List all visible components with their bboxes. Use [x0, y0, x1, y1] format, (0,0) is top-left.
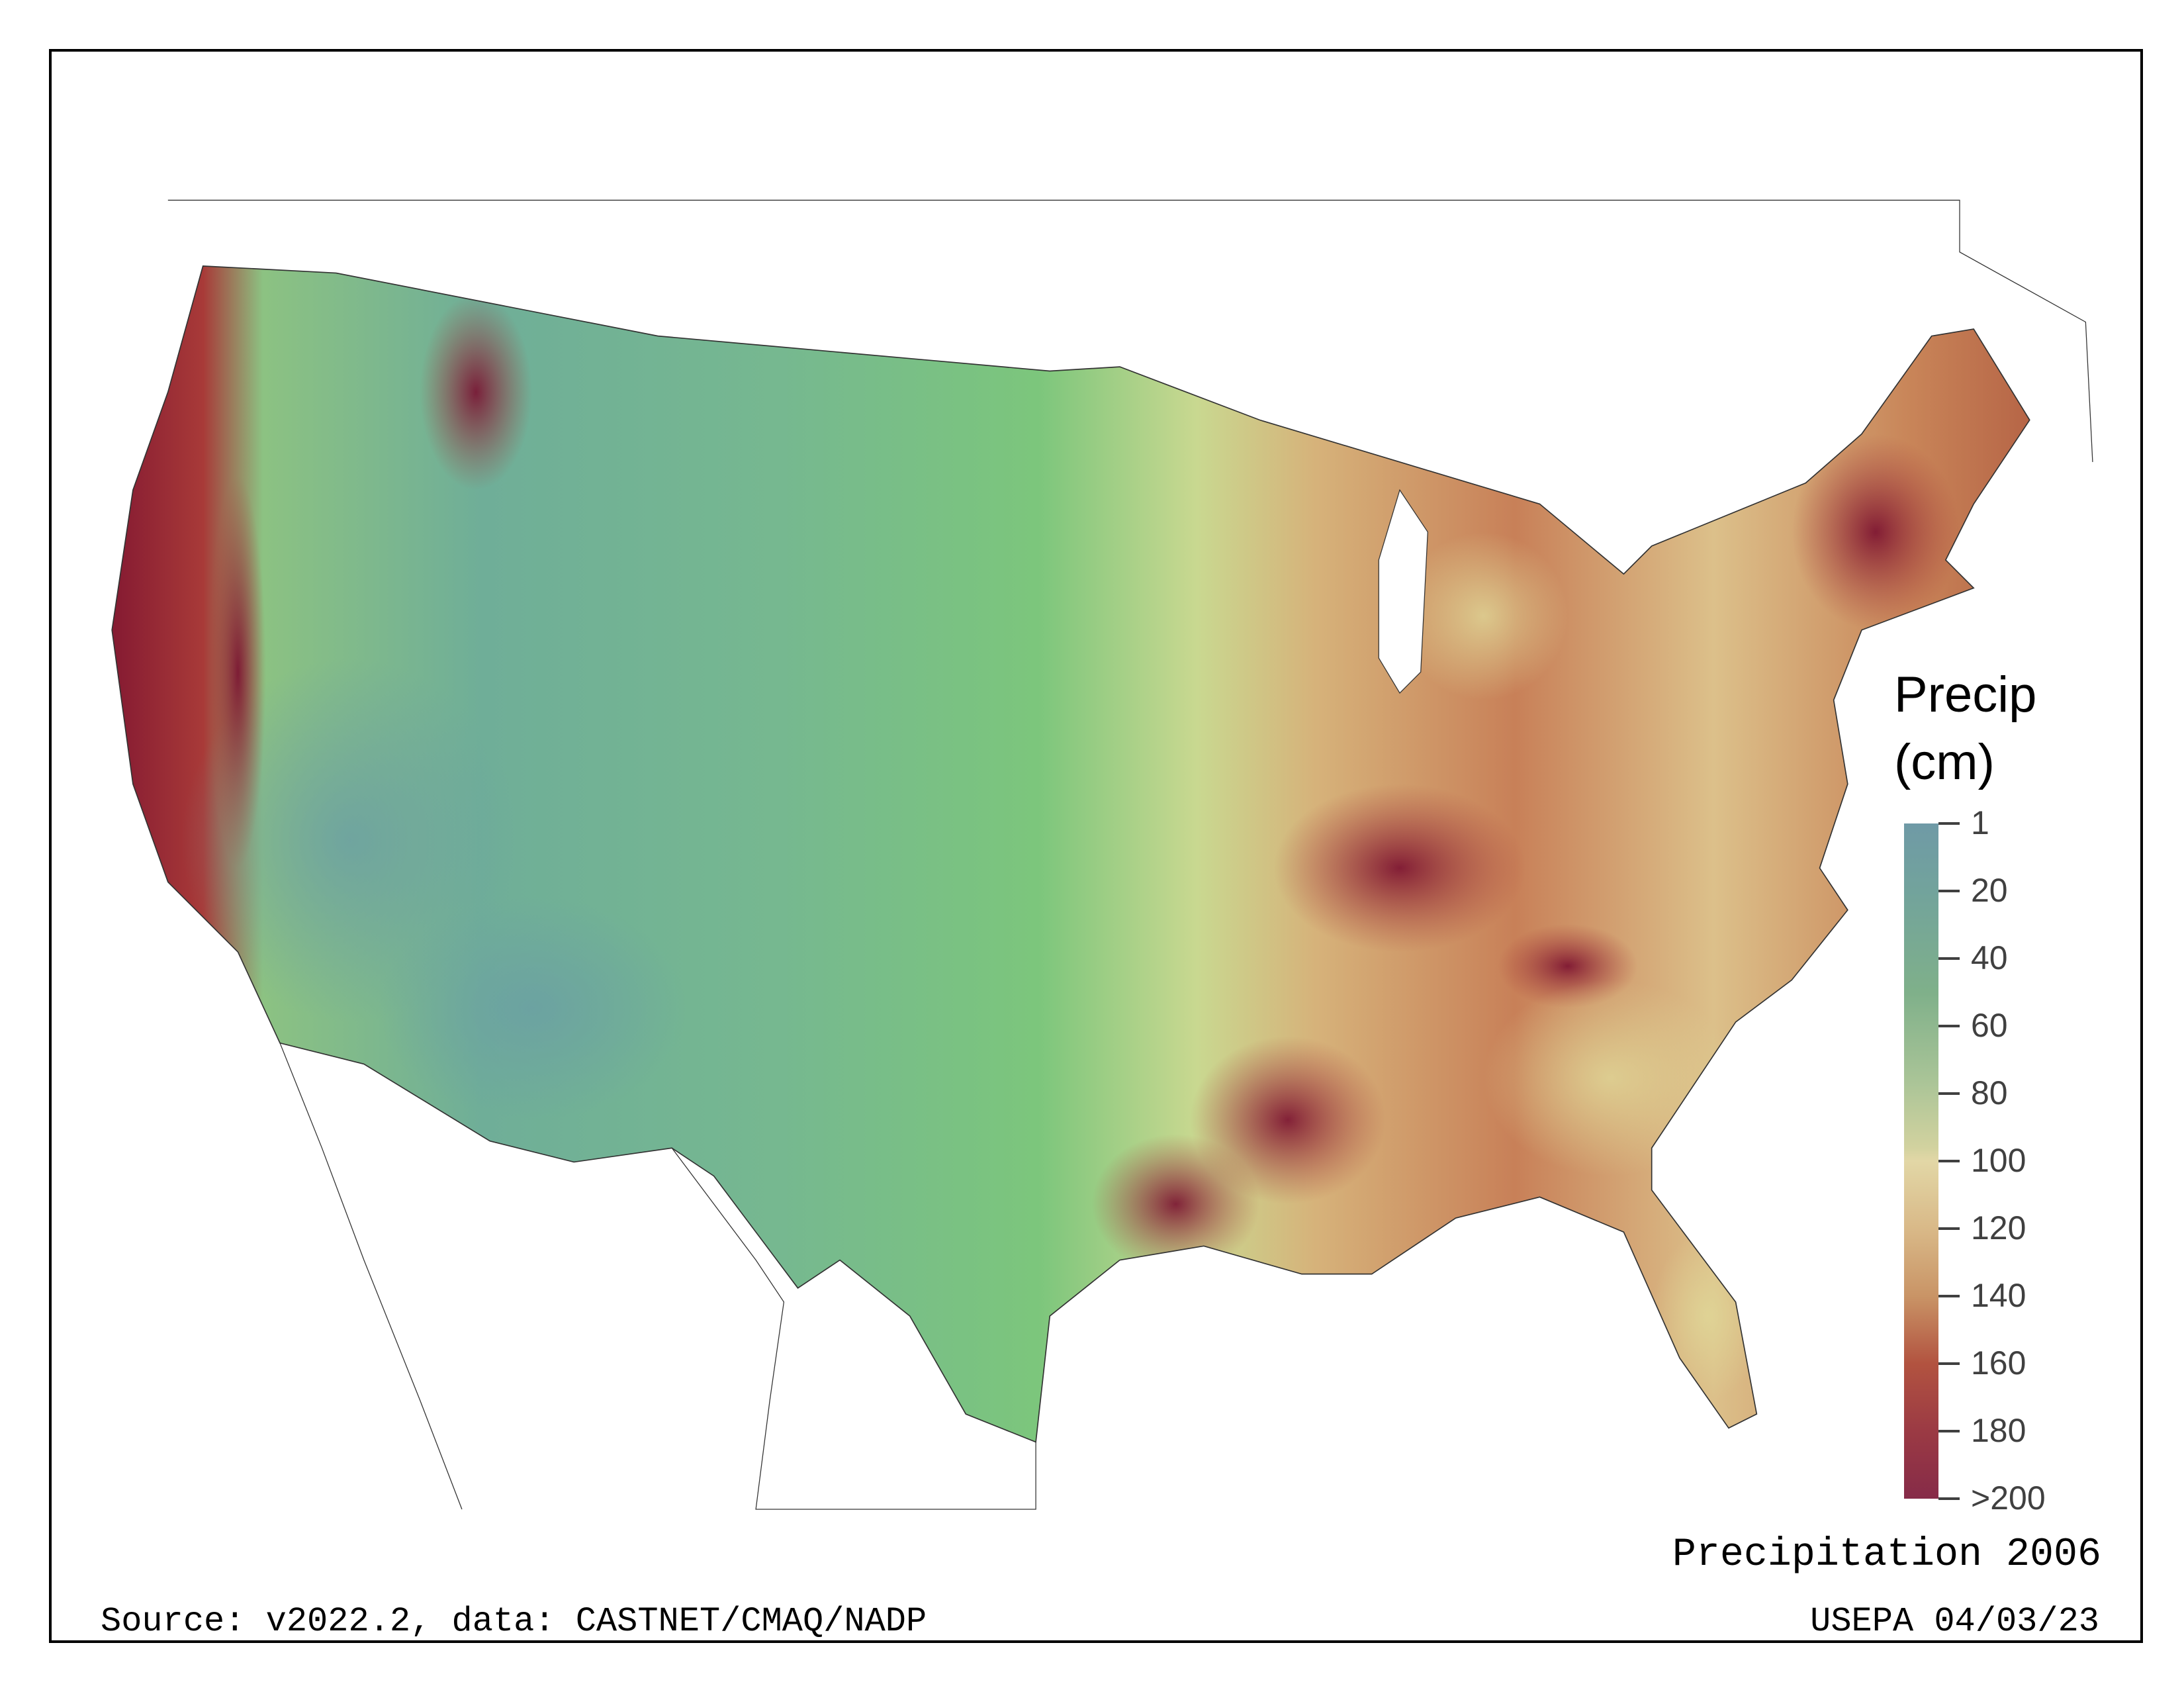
legend-tick: [1938, 1295, 1960, 1297]
precip-raster: [112, 265, 2030, 1442]
map-title: Precipitation 2006: [1672, 1532, 2101, 1577]
legend-title: Precip: [1894, 667, 2037, 723]
legend-tick: [1938, 1430, 1960, 1432]
legend-tick: [1938, 1227, 1960, 1230]
legend-tick-label: 100: [1971, 1142, 2026, 1179]
mexico-border-outline: [279, 1043, 463, 1510]
legend-tick: [1938, 1025, 1960, 1027]
legend-units: (cm): [1894, 734, 1995, 790]
legend-colorbar: [1904, 823, 1938, 1499]
legend-tick: [1938, 1362, 1960, 1365]
legend-tick-label: 140: [1971, 1277, 2026, 1314]
legend-tick-label: 20: [1971, 872, 2008, 909]
canada-outline: [167, 199, 2093, 462]
lake-michigan: [1378, 489, 1428, 694]
legend-tick-label: 60: [1971, 1007, 2008, 1044]
legend-tick: [1938, 822, 1960, 825]
legend-tick: [1938, 1497, 1960, 1500]
legend-tick-label: >200: [1971, 1479, 2046, 1517]
legend-tick-label: 120: [1971, 1209, 2026, 1246]
credit-text: USEPA 04/03/23: [1810, 1602, 2099, 1641]
mexico-outline: [671, 1147, 1036, 1510]
map-frame: [49, 49, 2143, 1643]
legend-tick-label: 160: [1971, 1344, 2026, 1382]
legend-tick: [1938, 1092, 1960, 1095]
legend-tick-label: 40: [1971, 939, 2008, 976]
legend-tick-label: 80: [1971, 1074, 2008, 1111]
legend-tick: [1938, 890, 1960, 892]
legend-tick: [1938, 1160, 1960, 1162]
legend-tick-label: 1: [1971, 804, 1989, 841]
source-text: Source: v2022.2, data: CASTNET/CMAQ/NADP: [101, 1602, 927, 1641]
legend-tick: [1938, 957, 1960, 960]
legend-tick-label: 180: [1971, 1412, 2026, 1449]
